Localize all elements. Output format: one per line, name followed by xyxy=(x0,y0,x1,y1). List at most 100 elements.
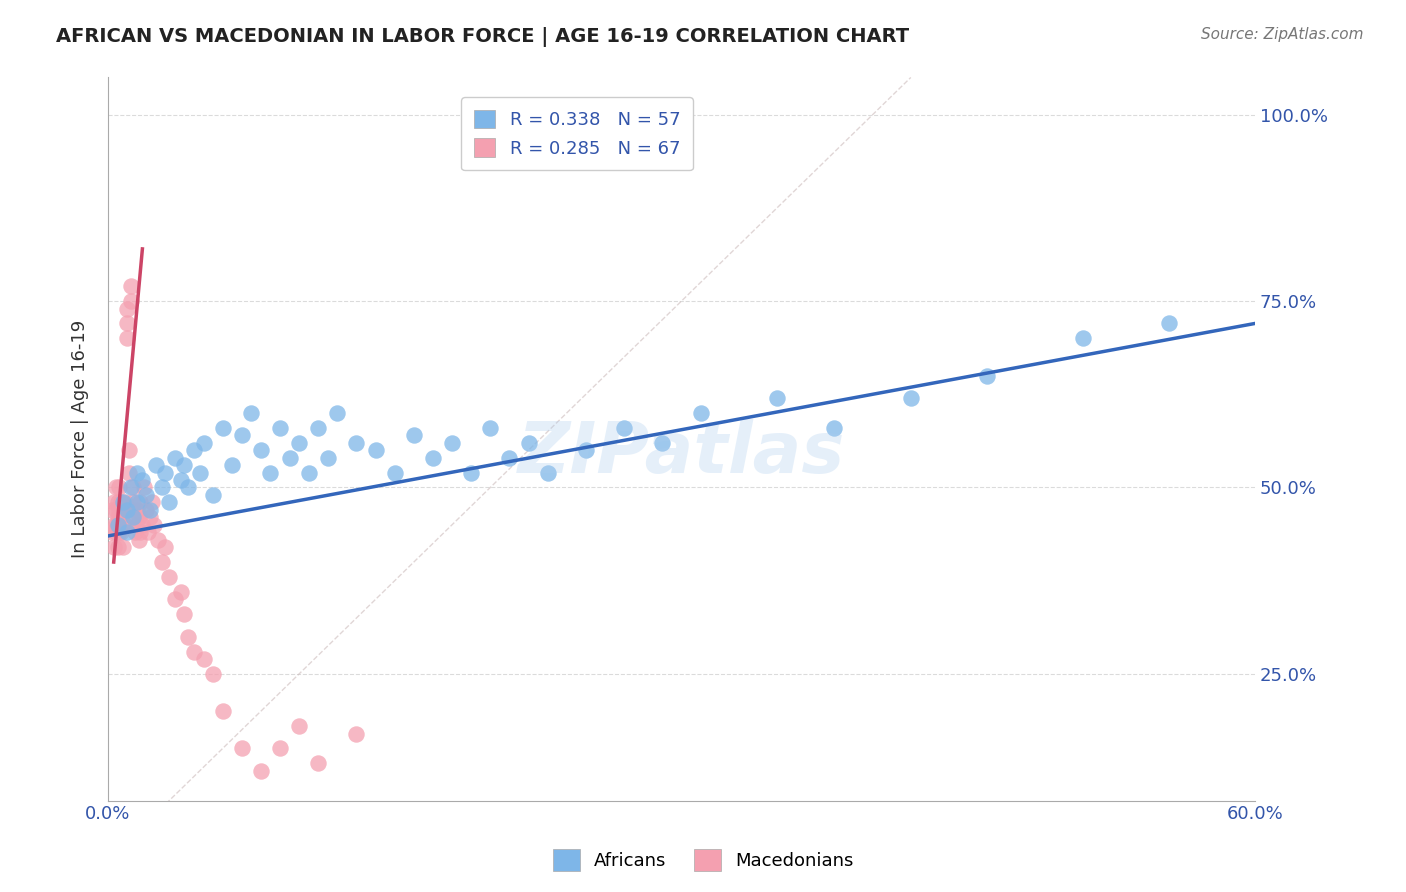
Macedonians xyxy=(103,540,125,554)
Macedonians xyxy=(101,525,124,540)
Africans xyxy=(575,443,598,458)
Macedonians xyxy=(169,585,191,599)
Macedonians xyxy=(129,495,152,509)
Macedonians xyxy=(142,517,165,532)
Africans xyxy=(115,503,138,517)
Macedonians xyxy=(125,517,148,532)
Africans xyxy=(278,450,301,465)
Africans xyxy=(384,466,406,480)
Macedonians xyxy=(107,510,129,524)
Macedonians xyxy=(346,726,368,740)
Africans xyxy=(125,495,148,509)
Macedonians xyxy=(139,510,162,524)
Macedonians xyxy=(120,294,142,309)
Africans xyxy=(976,368,998,383)
Macedonians xyxy=(129,525,152,540)
Macedonians xyxy=(115,317,138,331)
Macedonians xyxy=(110,525,132,540)
Africans xyxy=(613,421,636,435)
Macedonians xyxy=(202,666,225,681)
Macedonians xyxy=(183,644,205,658)
Macedonians xyxy=(112,517,135,532)
Macedonians xyxy=(104,525,127,540)
Macedonians xyxy=(250,764,273,778)
Africans xyxy=(402,428,425,442)
Africans xyxy=(163,450,186,465)
Macedonians xyxy=(131,517,153,532)
Macedonians xyxy=(107,540,129,554)
Africans xyxy=(177,481,200,495)
Africans xyxy=(900,391,922,405)
Africans xyxy=(135,488,157,502)
Africans xyxy=(823,421,845,435)
Africans xyxy=(288,435,311,450)
Africans xyxy=(1157,317,1180,331)
Africans xyxy=(120,481,142,495)
Macedonians xyxy=(121,495,143,509)
Macedonians xyxy=(107,495,129,509)
Y-axis label: In Labor Force | Age 16-19: In Labor Force | Age 16-19 xyxy=(72,320,89,558)
Macedonians xyxy=(115,331,138,345)
Africans xyxy=(536,466,558,480)
Africans xyxy=(221,458,243,472)
Macedonians xyxy=(104,517,127,532)
Macedonians xyxy=(193,652,215,666)
Africans xyxy=(183,443,205,458)
Text: ZIPatlas: ZIPatlas xyxy=(517,419,845,488)
Africans xyxy=(517,435,540,450)
Africans xyxy=(121,510,143,524)
Africans xyxy=(441,435,464,450)
Africans xyxy=(346,435,368,450)
Africans xyxy=(269,421,291,435)
Africans xyxy=(155,466,177,480)
Macedonians xyxy=(231,741,253,756)
Africans xyxy=(169,473,191,487)
Macedonians xyxy=(211,704,233,718)
Macedonians xyxy=(114,517,136,532)
Macedonians xyxy=(150,555,173,569)
Macedonians xyxy=(110,495,132,509)
Macedonians xyxy=(118,443,141,458)
Macedonians xyxy=(177,630,200,644)
Africans xyxy=(115,525,138,540)
Africans xyxy=(460,466,482,480)
Macedonians xyxy=(108,503,131,517)
Macedonians xyxy=(108,525,131,540)
Africans xyxy=(112,495,135,509)
Africans xyxy=(250,443,273,458)
Africans xyxy=(211,421,233,435)
Macedonians xyxy=(124,510,146,524)
Macedonians xyxy=(104,503,127,517)
Macedonians xyxy=(114,503,136,517)
Macedonians xyxy=(135,503,157,517)
Africans xyxy=(326,406,349,420)
Africans xyxy=(173,458,195,472)
Legend: R = 0.338   N = 57, R = 0.285   N = 67: R = 0.338 N = 57, R = 0.285 N = 67 xyxy=(461,97,693,170)
Macedonians xyxy=(155,540,177,554)
Macedonians xyxy=(141,495,163,509)
Africans xyxy=(202,488,225,502)
Africans xyxy=(188,466,211,480)
Africans xyxy=(231,428,253,442)
Africans xyxy=(307,421,329,435)
Macedonians xyxy=(110,510,132,524)
Macedonians xyxy=(121,481,143,495)
Africans xyxy=(107,517,129,532)
Macedonians xyxy=(163,592,186,607)
Macedonians xyxy=(103,495,125,509)
Macedonians xyxy=(101,503,124,517)
Macedonians xyxy=(103,517,125,532)
Africans xyxy=(193,435,215,450)
Macedonians xyxy=(134,481,156,495)
Legend: Africans, Macedonians: Africans, Macedonians xyxy=(546,842,860,879)
Africans xyxy=(131,473,153,487)
Africans xyxy=(498,450,520,465)
Macedonians xyxy=(307,756,329,771)
Macedonians xyxy=(125,503,148,517)
Macedonians xyxy=(124,525,146,540)
Macedonians xyxy=(288,719,311,733)
Macedonians xyxy=(269,741,291,756)
Africans xyxy=(689,406,711,420)
Macedonians xyxy=(128,533,150,547)
Africans xyxy=(316,450,339,465)
